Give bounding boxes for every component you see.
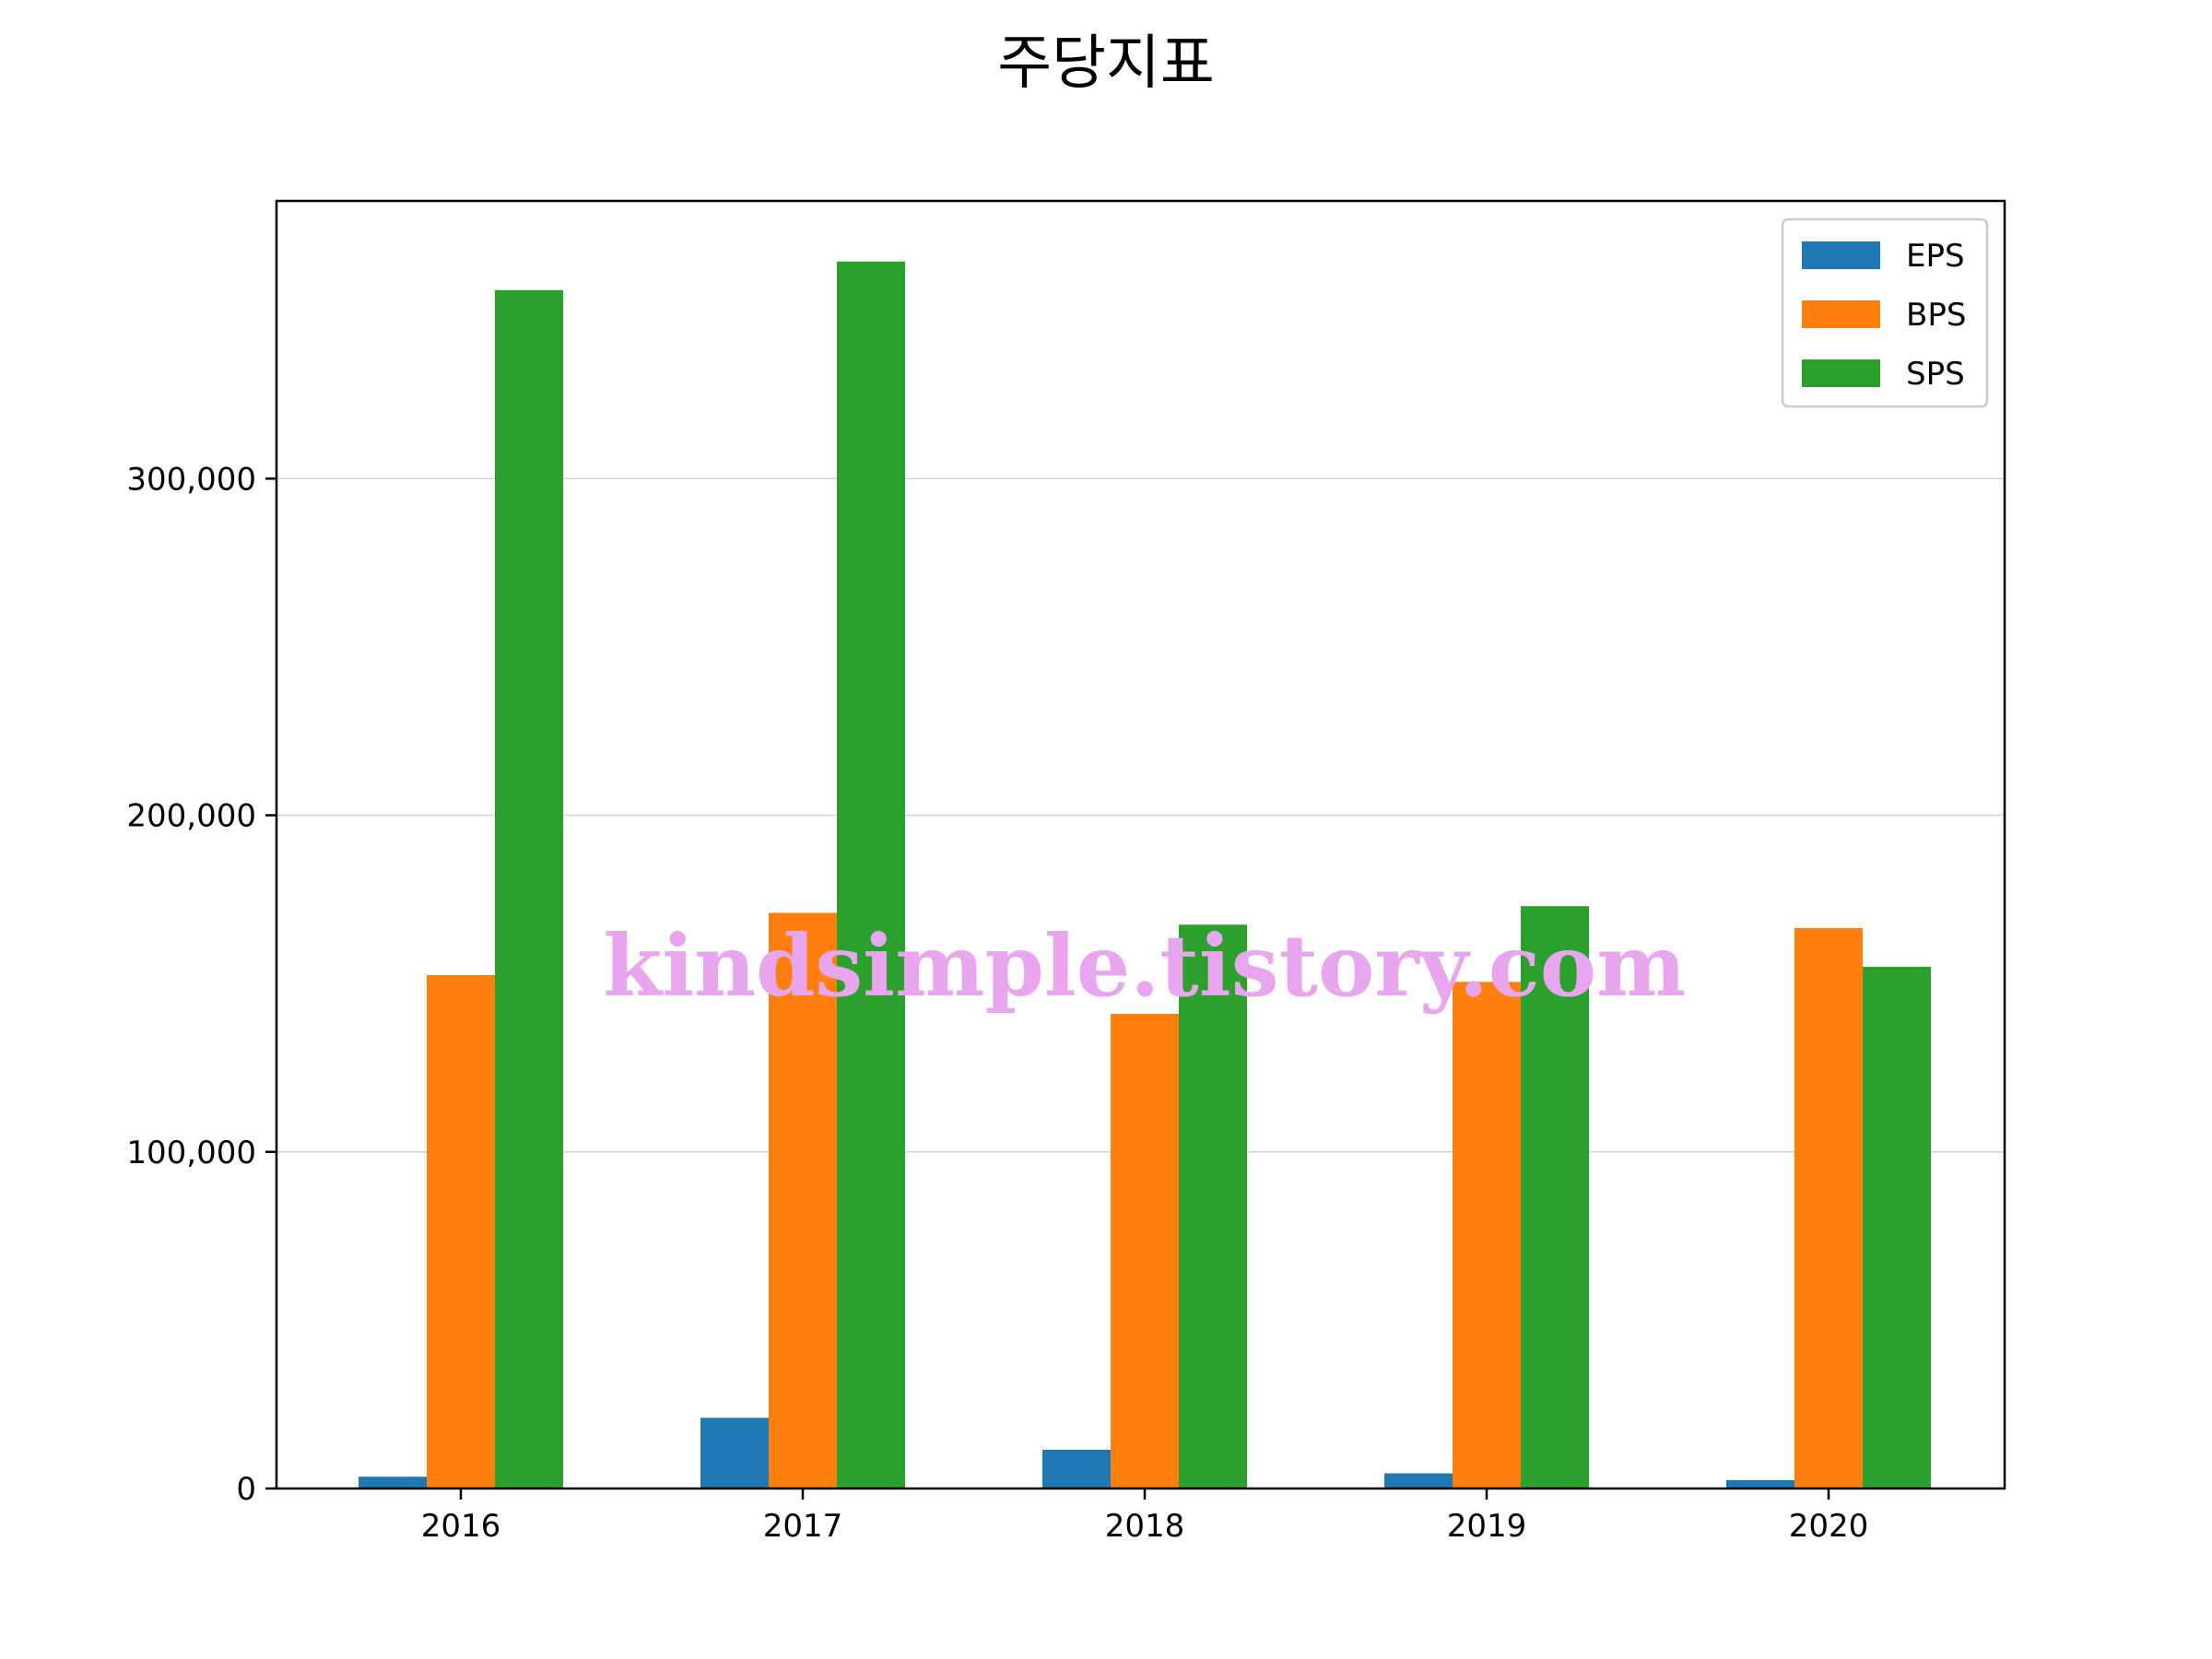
chart-title: 주당지표 bbox=[997, 29, 1215, 98]
bar-eps-2020 bbox=[1726, 1479, 1794, 1488]
bar-eps-2016 bbox=[359, 1477, 427, 1488]
x-tick-label: 2019 bbox=[1447, 1508, 1527, 1545]
bar-bps-2016 bbox=[427, 975, 495, 1488]
bar-eps-2019 bbox=[1384, 1473, 1453, 1488]
bar-bps-2020 bbox=[1794, 927, 1863, 1488]
bar-sps-2020 bbox=[1863, 966, 1931, 1488]
bar-bps-2017 bbox=[769, 912, 837, 1488]
bar-eps-2018 bbox=[1042, 1449, 1111, 1488]
legend-swatch-sps bbox=[1802, 359, 1880, 387]
legend-swatch-eps bbox=[1802, 241, 1880, 269]
watermark-text: kindsimple.tistory.com bbox=[603, 916, 1686, 1016]
x-tick-label: 2020 bbox=[1789, 1508, 1869, 1545]
bars bbox=[359, 261, 1931, 1488]
x-tick-label: 2016 bbox=[421, 1508, 501, 1545]
bar-sps-2019 bbox=[1521, 906, 1589, 1488]
y-tick-label: 100,000 bbox=[126, 1135, 256, 1171]
y-tick-label: 200,000 bbox=[126, 798, 256, 835]
legend-label-eps: EPS bbox=[1906, 238, 1965, 275]
bar-bps-2018 bbox=[1111, 1014, 1179, 1488]
x-axis: 2016 2017 2018 2019 2020 bbox=[421, 1488, 1869, 1545]
legend-label-sps: SPS bbox=[1906, 356, 1965, 393]
y-axis: 0 100,000 200,000 300,000 bbox=[126, 461, 276, 1508]
bar-eps-2017 bbox=[700, 1418, 769, 1488]
bar-sps-2016 bbox=[495, 289, 563, 1488]
plot-frame bbox=[275, 199, 2006, 1490]
bar-sps-2017 bbox=[837, 261, 905, 1488]
legend-label-bps: BPS bbox=[1906, 297, 1966, 334]
legend-swatch-bps bbox=[1802, 300, 1880, 328]
y-tick-label: 300,000 bbox=[126, 461, 256, 498]
bar-bps-2019 bbox=[1453, 982, 1521, 1488]
x-tick-label: 2018 bbox=[1105, 1508, 1185, 1545]
x-tick-label: 2017 bbox=[763, 1508, 843, 1545]
bar-sps-2018 bbox=[1179, 924, 1247, 1488]
y-tick-label: 0 bbox=[236, 1471, 256, 1508]
legend: EPS BPS SPS bbox=[1781, 218, 1989, 408]
